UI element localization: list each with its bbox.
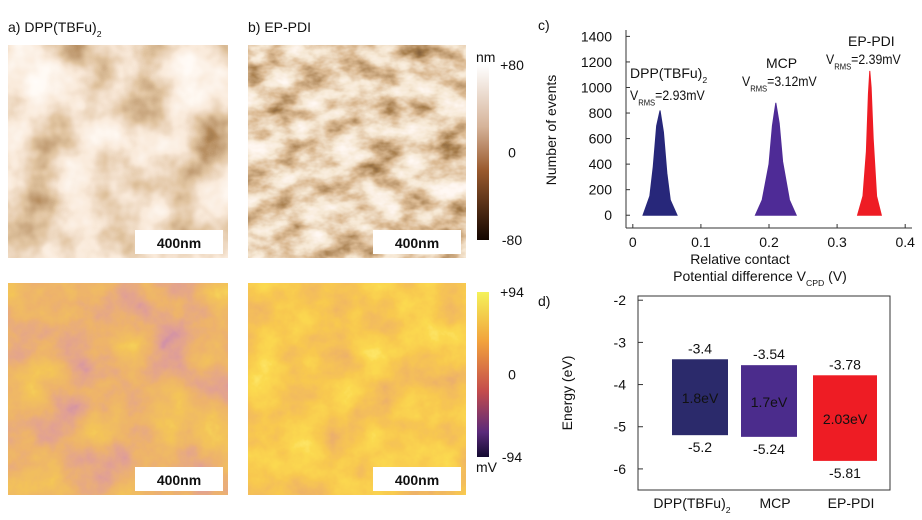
x-axis-label: Potential difference VCPD (V): [673, 268, 847, 288]
colorbar-unit: mV: [476, 459, 498, 475]
page: a) DPP(TBFu)2b) EP-PDI400nm400nm400nm400…: [0, 0, 922, 520]
subscript: CPD: [806, 278, 824, 288]
y-axis-label: Energy (eV): [559, 356, 575, 431]
y-tick-label: 0: [604, 207, 612, 223]
y-tick-label: 200: [589, 182, 613, 198]
histogram-area: [858, 71, 882, 215]
panel-label: b) EP-PDI: [248, 19, 311, 35]
y-tick-label: -5: [614, 419, 627, 435]
y-tick-label: 800: [589, 105, 613, 121]
y-tick-label: -6: [614, 461, 627, 477]
y-tick-label: -2: [614, 292, 627, 308]
bar-value-label: -5.81: [829, 465, 861, 481]
text-part: =2.39mV: [851, 51, 901, 67]
y-tick-label: 1400: [581, 28, 612, 44]
text-part: V: [826, 51, 834, 67]
colorbar-tick-label: 0: [508, 145, 516, 161]
colorbar-unit: nm: [476, 49, 495, 65]
text-part: EP-PDI: [848, 33, 895, 49]
colorbar-tick-label: -80: [502, 232, 522, 248]
y-tick-label: 1000: [581, 79, 612, 95]
series-annotation: VRMS=2.39mV: [826, 51, 901, 71]
colorbar: [477, 292, 489, 457]
series-annotation: VRMS=2.93mV: [630, 87, 705, 107]
panel-label: a) DPP(TBFu)2: [8, 19, 102, 39]
afm-image: [248, 45, 466, 258]
subscript: RMS: [750, 83, 767, 93]
colorbar: [477, 65, 489, 240]
y-tick-label: -4: [614, 377, 627, 393]
panel-label: c): [538, 17, 550, 33]
x-tick-label: 0: [629, 234, 637, 250]
text-part: V: [742, 73, 750, 89]
text-part: DPP(TBFu): [630, 65, 702, 81]
subscript: RMS: [638, 97, 655, 107]
colorbar-tick-label: -94: [502, 449, 522, 465]
gap-label: 1.7eV: [751, 394, 788, 410]
x-axis-label: Relative contact: [690, 251, 790, 267]
x-tick-label: 0.3: [827, 234, 847, 250]
kpfm-image: [248, 283, 466, 495]
text-part: MCP: [766, 55, 797, 71]
series-label: MCP: [766, 55, 797, 71]
text-part: V: [630, 87, 638, 103]
subscript: RMS: [834, 61, 851, 71]
gap-label: 2.03eV: [823, 411, 868, 427]
scale-bar-label: 400nm: [157, 472, 201, 488]
colorbar-tick-label: +80: [500, 57, 524, 73]
x-tick-label: MCP: [759, 495, 790, 511]
text-part: =3.12mV: [767, 73, 817, 89]
histogram-area: [643, 110, 677, 215]
kpfm-image: [8, 283, 228, 495]
x-tick-label: 0.4: [895, 234, 915, 250]
subscript: 2: [726, 505, 731, 515]
bar-value-label: -5.2: [688, 439, 712, 455]
bar-value-label: -3.78: [829, 356, 861, 372]
series-label: DPP(TBFu)2: [630, 65, 707, 85]
y-tick-label: 600: [589, 131, 613, 147]
text-part: EP-PDI: [828, 495, 875, 511]
panel-label: d): [538, 293, 550, 309]
text-part: b) EP-PDI: [248, 19, 311, 35]
x-tick-label: 0.1: [691, 234, 711, 250]
text-part: a) DPP(TBFu): [8, 19, 97, 35]
series-annotation: VRMS=3.12mV: [742, 73, 817, 93]
bar-value-label: -3.54: [753, 346, 785, 362]
y-tick-label: 400: [589, 156, 613, 172]
colorbar-tick-label: +94: [500, 284, 524, 300]
scale-bar-label: 400nm: [395, 235, 439, 251]
scale-bar-label: 400nm: [395, 472, 439, 488]
gap-label: 1.8eV: [682, 390, 719, 406]
x-tick-label: DPP(TBFu)2: [653, 495, 730, 515]
series-label: EP-PDI: [848, 33, 895, 49]
x-tick-label: 0.2: [759, 234, 779, 250]
subscript: 2: [702, 75, 707, 85]
y-axis-label: Number of events: [543, 75, 559, 186]
scale-bar-label: 400nm: [157, 235, 201, 251]
x-tick-label: EP-PDI: [828, 495, 875, 511]
text-part: (V): [824, 268, 847, 284]
histogram-area: [755, 103, 796, 215]
afm-image: [8, 45, 228, 258]
text-part: =2.93mV: [655, 87, 705, 103]
bar-value-label: -3.4: [688, 340, 712, 356]
text-part: MCP: [759, 495, 790, 511]
y-tick-label: 1200: [581, 54, 612, 70]
text-part: Potential difference V: [673, 268, 806, 284]
colorbar-tick-label: 0: [508, 367, 516, 383]
text-part: DPP(TBFu): [653, 495, 725, 511]
y-tick-label: -3: [614, 334, 627, 350]
figure: a) DPP(TBFu)2b) EP-PDI400nm400nm400nm400…: [0, 0, 922, 515]
subscript: 2: [97, 29, 102, 39]
bar-value-label: -5.24: [753, 441, 785, 457]
